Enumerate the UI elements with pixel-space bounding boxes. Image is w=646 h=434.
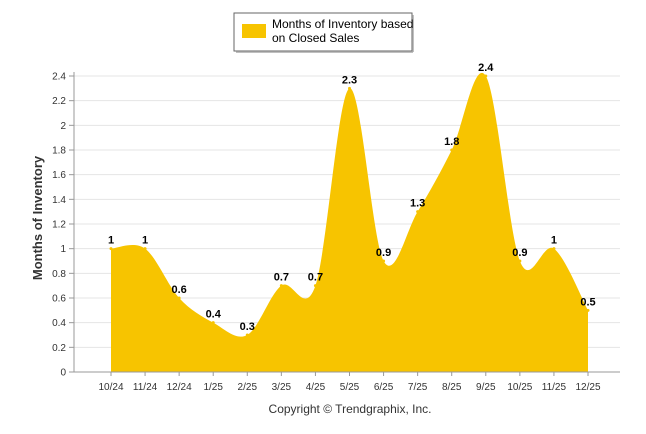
data-point [313, 284, 317, 288]
x-tick-label: 7/25 [408, 382, 428, 393]
x-tick-label: 11/24 [133, 382, 158, 393]
data-point [416, 210, 420, 214]
legend-label-line-1: Months of Inventory based [272, 17, 413, 31]
data-point [109, 247, 113, 251]
x-tick-label: 12/24 [167, 382, 192, 393]
x-tick-label: 5/25 [340, 382, 360, 393]
data-label: 2.3 [342, 74, 357, 86]
data-point [348, 86, 351, 90]
data-label: 2.4 [478, 62, 494, 74]
y-tick-label: 1.8 [52, 146, 66, 157]
data-point [552, 247, 556, 251]
legend-label-line-2: on Closed Sales [272, 31, 359, 45]
data-label-layer: 1 1 0.6 0.4 0.3 0.7 0.7 2.3 0.9 1.3 1.8 2.4 0.9 1 0.5 [108, 62, 596, 337]
y-tick-label: 1 [60, 244, 66, 255]
y-tick-label: 0 [60, 368, 66, 379]
y-tick-label: 1.4 [52, 195, 66, 206]
y-tick-label: 0.6 [52, 294, 66, 305]
axis-layer: 00.20.40.60.811.21.41.61.822.22.410/24 11… [52, 72, 620, 393]
x-tick-label: 1/25 [203, 382, 223, 393]
x-tick-label: 8/25 [442, 382, 462, 393]
y-tick-label: 0.8 [52, 269, 66, 280]
data-label: 0.6 [171, 284, 186, 296]
data-label: 0.3 [240, 321, 255, 333]
y-tick-label: 2 [60, 121, 66, 132]
y-tick-label: 2.2 [52, 96, 66, 107]
data-point [518, 259, 522, 263]
data-point [177, 296, 181, 300]
x-tick-label: 3/25 [272, 382, 292, 393]
data-point [211, 321, 215, 325]
data-point [279, 284, 283, 288]
data-label: 0.4 [206, 309, 222, 321]
data-point [450, 148, 454, 152]
y-tick-label: 1.6 [52, 170, 66, 181]
data-label: 1 [551, 235, 557, 247]
data-point [586, 308, 590, 312]
x-tick-label: 10/24 [98, 382, 123, 393]
legend: Months of Inventory based on Closed Sale… [233, 12, 414, 53]
area-layer [111, 72, 588, 373]
data-label: 0.7 [274, 272, 289, 284]
y-tick-label: 2.4 [52, 72, 66, 83]
data-label: 1 [108, 235, 114, 247]
data-label: 1 [142, 235, 148, 247]
x-tick-label: 4/25 [306, 382, 326, 393]
copyright-text: Copyright © Trendgraphix, Inc. [269, 402, 432, 416]
data-point [245, 333, 249, 337]
x-tick-label: 12/25 [575, 382, 600, 393]
data-point [484, 74, 488, 78]
x-tick-label: 10/25 [507, 382, 532, 393]
y-tick-label: 0.2 [52, 343, 66, 354]
x-tick-label: 9/25 [476, 382, 496, 393]
y-tick-label: 0.4 [52, 318, 66, 329]
x-tick-label: 2/25 [238, 382, 258, 393]
data-point [143, 247, 147, 251]
data-label: 0.5 [580, 296, 595, 308]
data-label: 1.8 [444, 136, 459, 148]
y-axis-title: Months of Inventory [30, 155, 45, 280]
x-tick-label: 11/25 [542, 382, 567, 393]
data-point [382, 259, 386, 263]
y-tick-label: 1.2 [52, 220, 66, 231]
data-label: 1.3 [410, 198, 425, 210]
legend-swatch [242, 24, 266, 38]
x-tick-label: 6/25 [374, 382, 394, 393]
data-label: 0.9 [376, 247, 391, 259]
series-area [111, 72, 588, 373]
data-label: 0.7 [308, 272, 323, 284]
data-label: 0.9 [512, 247, 527, 259]
